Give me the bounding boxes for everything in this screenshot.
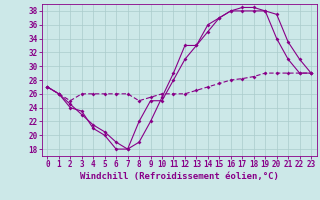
X-axis label: Windchill (Refroidissement éolien,°C): Windchill (Refroidissement éolien,°C) — [80, 172, 279, 181]
